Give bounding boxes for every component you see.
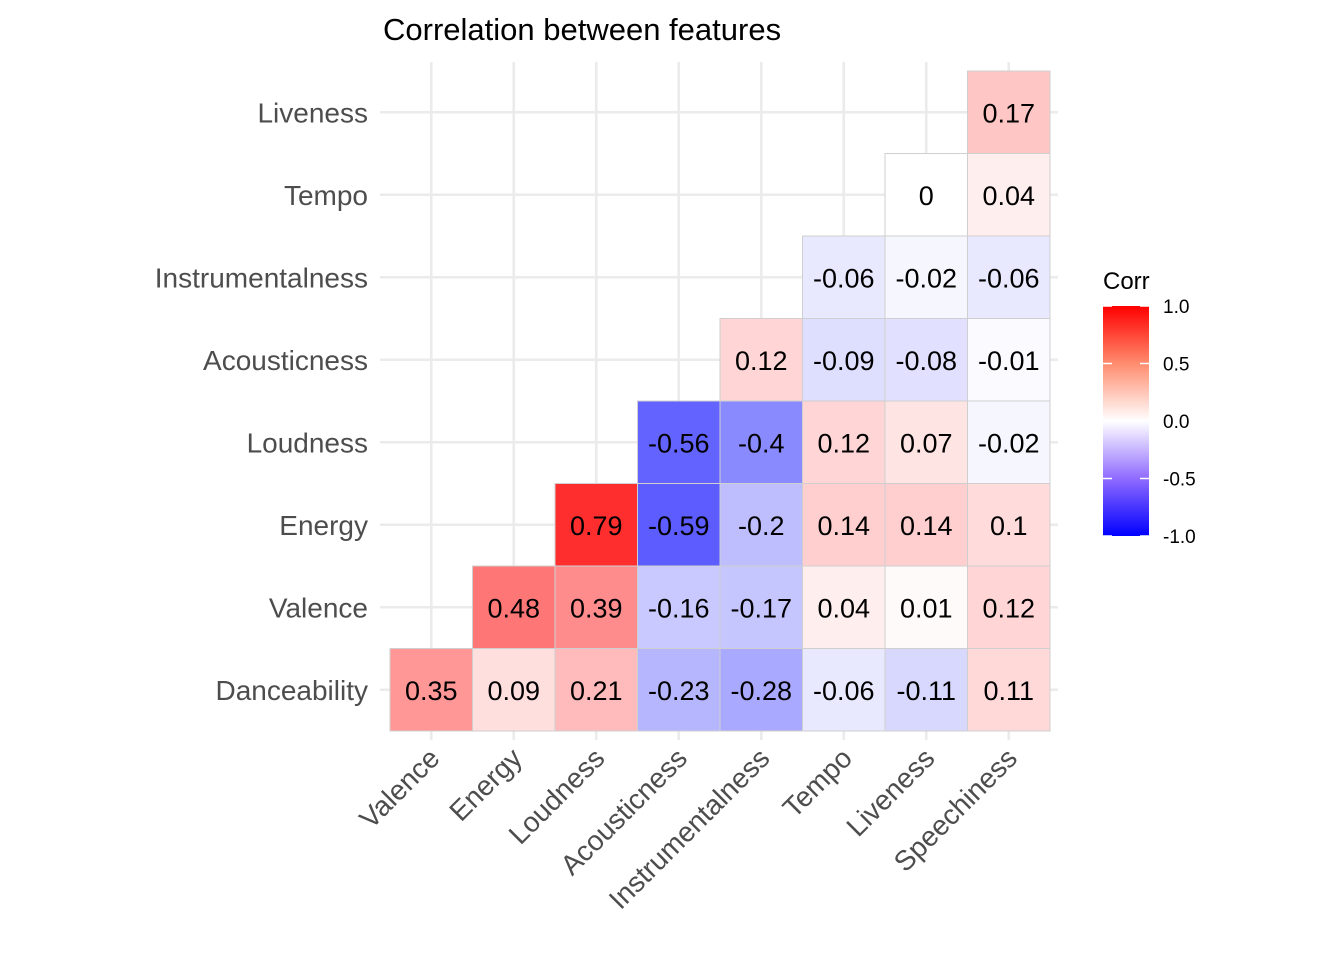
cell-value-label: -0.02 (978, 428, 1040, 458)
legend-tick-label: -1.0 (1163, 527, 1196, 548)
heatmap-cell (389, 648, 473, 732)
heatmap-cell (802, 483, 886, 567)
heatmap-cell (967, 565, 1051, 649)
cell-value-label: -0.23 (648, 676, 710, 706)
y-tick-label: Tempo (284, 180, 368, 211)
color-legend: Corr 1.0 0.5 0.0 -0.5 -1.0 (1103, 268, 1196, 548)
y-tick-label: Danceability (215, 675, 368, 706)
legend-ticks: 1.0 0.5 0.0 -0.5 -1.0 (1103, 297, 1196, 548)
heatmap-cell (884, 153, 968, 237)
heatmap-cell (967, 400, 1051, 484)
heatmap-cell (967, 153, 1051, 237)
cell-value-label: -0.56 (648, 428, 710, 458)
legend-title: Corr (1103, 268, 1150, 295)
cell-value-label: -0.2 (738, 511, 785, 541)
legend-tick-label: 0.0 (1163, 412, 1189, 433)
cell-labels: 0.35 0.09 0.21 -0.23 -0.28 -0.06 -0.11 0.11 0.48… (405, 98, 1040, 706)
cell-value-label: 0.07 (900, 428, 953, 458)
heatmap-cell (719, 400, 803, 484)
heatmap-cell (967, 318, 1051, 402)
cell-value-label: 0.09 (487, 676, 540, 706)
y-axis-ticks: Danceability Valence Energy Loudness Acousti… (155, 97, 368, 706)
cell-value-label: -0.09 (813, 346, 875, 376)
cell-value-label: -0.28 (730, 676, 792, 706)
chart-title: Correlation between features (383, 12, 781, 47)
cell-value-label: 0.04 (982, 181, 1035, 211)
cell-value-label: 0.01 (900, 593, 953, 623)
cell-value-label: -0.06 (813, 676, 875, 706)
x-axis-ticks: ValenceEnergyLoudnessAcousticnessInstrum… (353, 742, 1023, 915)
heatmap-cell (719, 565, 803, 649)
cell-value-label: 0.79 (570, 511, 623, 541)
cell-value-label: 0.1 (990, 511, 1028, 541)
y-tick-label: Instrumentalness (155, 262, 368, 293)
cell-value-label: -0.4 (738, 428, 785, 458)
cell-value-label: 0.35 (405, 676, 458, 706)
cell-value-label: 0.14 (900, 511, 953, 541)
heatmap-cell (802, 648, 886, 732)
cell-value-label: -0.06 (813, 263, 875, 293)
heatmap-cell (554, 565, 638, 649)
cell-value-label: 0.17 (982, 98, 1035, 128)
cell-value-label: -0.16 (648, 593, 710, 623)
cell-value-label: 0 (919, 181, 934, 211)
y-tick-label: Acousticness (203, 345, 368, 376)
cell-value-label: -0.11 (896, 676, 956, 706)
y-tick-label: Loudness (247, 427, 368, 458)
heatmap-cell (802, 565, 886, 649)
legend-tick-label: 0.5 (1163, 355, 1189, 376)
heatmap-cell (637, 565, 721, 649)
cell-value-label: -0.08 (895, 346, 957, 376)
cell-value-label: 0.48 (487, 593, 540, 623)
heatmap-cell (554, 648, 638, 732)
cell-value-label: -0.01 (978, 346, 1040, 376)
cell-value-label: -0.02 (895, 263, 957, 293)
cell-value-label: -0.06 (978, 263, 1040, 293)
heatmap-cell (967, 70, 1051, 154)
heatmap-cell (637, 400, 721, 484)
y-tick-label: Energy (279, 510, 368, 541)
heatmap-cell (637, 483, 721, 567)
y-tick-label: Valence (269, 592, 368, 623)
heatmap-cell (472, 565, 556, 649)
heatmap-cell (884, 565, 968, 649)
x-tick-label: Valence (353, 742, 445, 834)
heatmap-cell (554, 483, 638, 567)
heatmap-cell (472, 648, 556, 732)
cell-value-label: 0.11 (983, 676, 1034, 706)
cell-value-label: -0.17 (730, 593, 792, 623)
legend-tick-label: 1.0 (1163, 297, 1189, 318)
cell-value-label: 0.12 (735, 346, 788, 376)
heatmap-tiles (389, 70, 1051, 732)
heatmap-cell (884, 235, 968, 319)
x-tick-label: Instrumentalness (603, 742, 776, 915)
heatmap-cell (802, 318, 886, 402)
cell-value-label: 0.04 (817, 593, 870, 623)
y-tick-label: Liveness (257, 97, 368, 128)
cell-value-label: 0.12 (982, 593, 1035, 623)
heatmap-cell (967, 648, 1051, 732)
cell-value-label: 0.12 (817, 428, 870, 458)
heatmap-cell (719, 318, 803, 402)
cell-value-label: 0.39 (570, 593, 623, 623)
heatmap-cell (719, 648, 803, 732)
legend-tick-label: -0.5 (1163, 470, 1196, 491)
x-tick-label: Tempo (777, 742, 858, 823)
heatmap-cell (884, 483, 968, 567)
cell-value-label: 0.14 (817, 511, 870, 541)
cell-value-label: 0.21 (570, 676, 623, 706)
heatmap-cell (637, 648, 721, 732)
heatmap-cell (967, 483, 1051, 567)
cell-value-label: -0.59 (648, 511, 710, 541)
